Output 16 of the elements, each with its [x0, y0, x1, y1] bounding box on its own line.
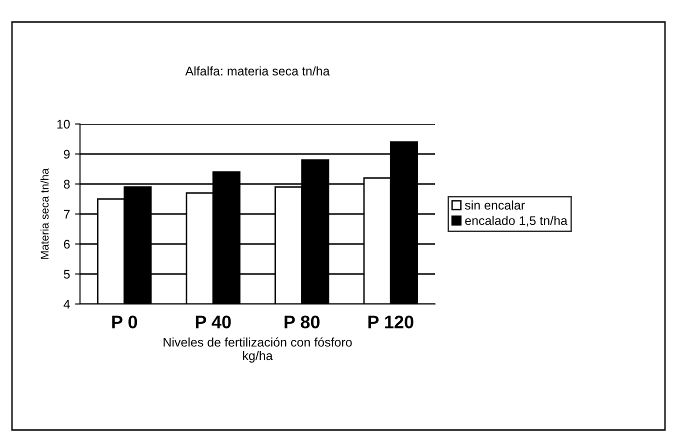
legend-label: sin encalar	[464, 200, 525, 210]
y-axis-title: Materia seca tn/ha	[40, 168, 49, 259]
x-tick-label: P 40	[196, 316, 231, 328]
y-tick-label: 7	[64, 210, 70, 219]
y-tick-label: 9	[64, 150, 70, 159]
y-tick-label: 8	[64, 180, 70, 189]
y-tick-label: 4	[64, 300, 70, 309]
y-tick-label: 5	[64, 270, 70, 279]
y-tick-label: 10	[57, 120, 70, 129]
chart-title: Alfalfa: materia seca tn/ha	[185, 66, 330, 76]
x-tick-label: P 120	[368, 316, 414, 328]
y-tick-label: 6	[64, 240, 70, 249]
x-tick-label: P 80	[284, 316, 320, 328]
legend-label: encalado 1,5 tn/ha	[465, 216, 568, 227]
x-tick-label: P 0	[112, 316, 138, 328]
x-axis-title: Niveles de fertilización con fósforo kg/ha	[164, 337, 352, 363]
